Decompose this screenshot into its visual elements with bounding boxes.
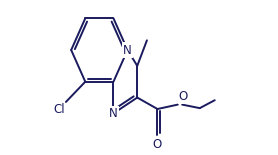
Text: O: O <box>153 138 162 151</box>
Text: N: N <box>123 44 132 57</box>
Text: O: O <box>179 90 188 103</box>
Text: Cl: Cl <box>53 103 65 116</box>
Text: N: N <box>109 107 118 120</box>
